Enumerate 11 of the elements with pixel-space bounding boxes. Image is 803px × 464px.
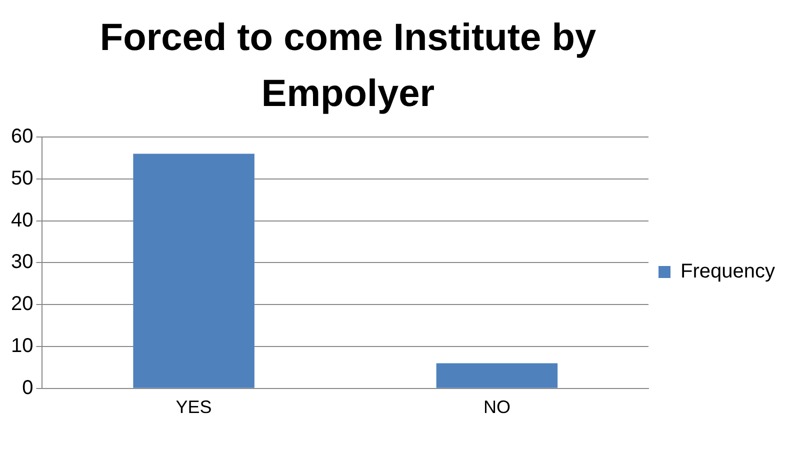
- y-tick-label: 40: [10, 209, 34, 232]
- chart-title: Forced to come Institute by Empolyer: [98, 16, 598, 117]
- y-tick-label: 50: [10, 167, 34, 190]
- y-tick-label: 0: [22, 376, 34, 399]
- y-tick-label: 20: [10, 293, 34, 316]
- legend-label: Frequency: [680, 260, 776, 283]
- x-tick-label: YES: [176, 397, 212, 418]
- y-tick-label: 60: [10, 126, 34, 148]
- y-tick-label: 10: [10, 335, 34, 358]
- y-tick-label: 30: [10, 251, 34, 274]
- x-tick-label: NO: [483, 397, 510, 418]
